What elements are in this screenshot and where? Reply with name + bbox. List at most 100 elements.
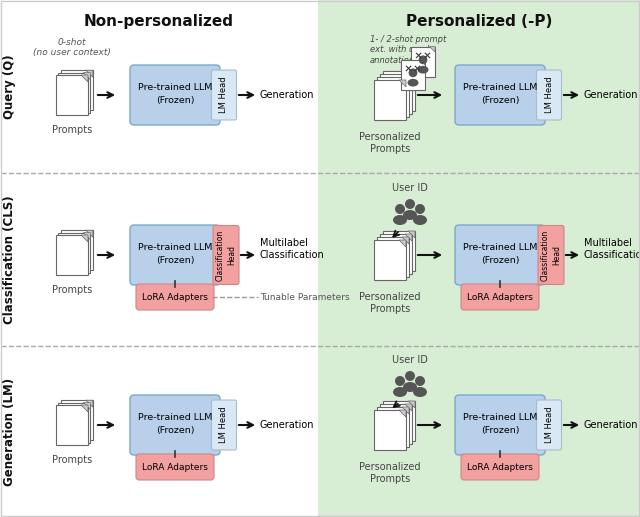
Polygon shape — [402, 407, 409, 414]
Polygon shape — [408, 71, 415, 78]
Text: Classification
Head: Classification Head — [216, 230, 236, 281]
Text: (Frozen): (Frozen) — [156, 427, 195, 435]
Text: 1- / 2-shot prompt
ext. with user's
annotations: 1- / 2-shot prompt ext. with user's anno… — [370, 35, 446, 65]
Text: 0-shot
(no user context): 0-shot (no user context) — [33, 38, 111, 57]
Polygon shape — [408, 231, 415, 238]
FancyBboxPatch shape — [130, 65, 220, 125]
Text: Non-personalized: Non-personalized — [84, 14, 234, 29]
FancyBboxPatch shape — [455, 65, 545, 125]
Polygon shape — [81, 235, 88, 242]
Ellipse shape — [393, 215, 407, 225]
Polygon shape — [429, 47, 435, 52]
Bar — [61, 230, 93, 270]
Text: LoRA Adapters: LoRA Adapters — [142, 463, 208, 472]
Text: Generation: Generation — [584, 90, 639, 100]
Text: User ID: User ID — [392, 355, 428, 365]
FancyBboxPatch shape — [536, 400, 561, 450]
Text: Prompts: Prompts — [52, 125, 92, 135]
Bar — [56, 235, 88, 275]
Polygon shape — [86, 70, 93, 77]
FancyBboxPatch shape — [455, 225, 545, 285]
Polygon shape — [83, 233, 90, 239]
Polygon shape — [420, 59, 425, 65]
Bar — [56, 405, 88, 445]
Circle shape — [395, 204, 405, 214]
Text: Tunable Parameters: Tunable Parameters — [260, 293, 349, 301]
FancyBboxPatch shape — [130, 395, 220, 455]
Polygon shape — [81, 75, 88, 82]
Text: Pre-trained LLM: Pre-trained LLM — [138, 244, 212, 252]
Text: Multilabel
Classification: Multilabel Classification — [260, 238, 324, 260]
FancyBboxPatch shape — [130, 225, 220, 285]
Bar — [374, 240, 406, 280]
Polygon shape — [405, 234, 412, 241]
Polygon shape — [81, 405, 88, 412]
Bar — [56, 75, 88, 115]
Text: Personalized
Prompts: Personalized Prompts — [359, 132, 420, 154]
Circle shape — [405, 371, 415, 381]
Polygon shape — [86, 230, 93, 237]
FancyBboxPatch shape — [136, 454, 214, 480]
Text: User ID: User ID — [392, 183, 428, 193]
Ellipse shape — [413, 215, 427, 225]
Text: (Frozen): (Frozen) — [156, 97, 195, 105]
Text: LoRA Adapters: LoRA Adapters — [467, 293, 533, 301]
Polygon shape — [405, 404, 412, 411]
Ellipse shape — [408, 79, 419, 86]
Polygon shape — [399, 410, 406, 417]
Text: Personalized
Prompts: Personalized Prompts — [359, 462, 420, 483]
Circle shape — [405, 199, 415, 209]
Text: Personalized
Prompts: Personalized Prompts — [359, 292, 420, 314]
Bar — [61, 70, 93, 110]
Text: Classification (CLS): Classification (CLS) — [3, 195, 17, 324]
Ellipse shape — [413, 387, 427, 397]
Bar — [0, 0, 318, 517]
FancyBboxPatch shape — [536, 70, 561, 120]
Text: LM Head: LM Head — [545, 407, 554, 443]
Bar — [383, 401, 415, 441]
Text: Generation: Generation — [260, 90, 314, 100]
Circle shape — [419, 55, 428, 64]
Text: Prompts: Prompts — [52, 285, 92, 295]
Text: Prompts: Prompts — [52, 455, 92, 465]
Polygon shape — [402, 237, 409, 244]
Circle shape — [395, 376, 405, 386]
Circle shape — [415, 376, 425, 386]
Bar — [401, 59, 425, 90]
Ellipse shape — [393, 387, 407, 397]
Circle shape — [408, 68, 417, 77]
Polygon shape — [83, 72, 90, 80]
Text: Pre-trained LLM: Pre-trained LLM — [138, 84, 212, 93]
Text: Pre-trained LLM: Pre-trained LLM — [138, 414, 212, 422]
Polygon shape — [399, 240, 406, 247]
Polygon shape — [402, 77, 409, 84]
Text: Pre-trained LLM: Pre-trained LLM — [463, 244, 537, 252]
Text: Pre-trained LLM: Pre-trained LLM — [463, 84, 537, 93]
Text: (Frozen): (Frozen) — [481, 427, 519, 435]
FancyBboxPatch shape — [538, 225, 564, 284]
Circle shape — [415, 204, 425, 214]
Text: (Frozen): (Frozen) — [481, 256, 519, 266]
Text: Pre-trained LLM: Pre-trained LLM — [463, 414, 537, 422]
Bar — [380, 404, 412, 444]
Bar — [58, 403, 90, 443]
Ellipse shape — [403, 382, 417, 392]
Text: LM Head: LM Head — [220, 407, 228, 443]
Ellipse shape — [417, 66, 429, 73]
Bar — [411, 47, 435, 78]
Ellipse shape — [403, 210, 417, 220]
Bar — [58, 72, 90, 113]
FancyBboxPatch shape — [461, 454, 539, 480]
Text: Personalized (-P): Personalized (-P) — [406, 14, 552, 29]
Text: LM Head: LM Head — [545, 77, 554, 113]
Polygon shape — [86, 400, 93, 407]
Polygon shape — [405, 74, 412, 81]
Bar — [58, 233, 90, 272]
Bar — [61, 400, 93, 440]
Bar — [377, 77, 409, 117]
FancyBboxPatch shape — [213, 225, 239, 284]
FancyBboxPatch shape — [136, 284, 214, 310]
Bar — [380, 74, 412, 114]
Text: Generation: Generation — [260, 420, 314, 430]
FancyBboxPatch shape — [461, 284, 539, 310]
